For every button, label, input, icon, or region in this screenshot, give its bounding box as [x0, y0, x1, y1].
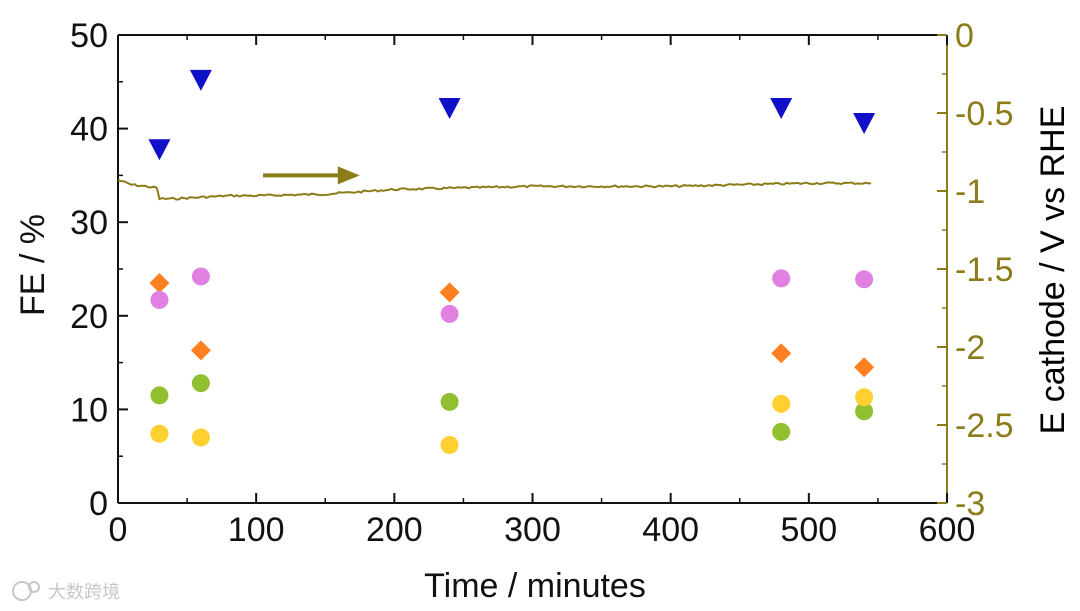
triangle-marker — [770, 98, 793, 120]
y2-tick-label: -3 — [955, 485, 985, 523]
circle-marker — [855, 388, 874, 407]
y2-axis-title: E cathode / V vs RHE — [1034, 106, 1072, 435]
y-tick-label: 30 — [70, 204, 108, 242]
circle-marker — [440, 392, 459, 411]
diamond-marker — [149, 273, 170, 294]
circle-marker — [855, 402, 874, 421]
x-tick-label: 500 — [780, 511, 837, 549]
x-tick-label: 600 — [919, 511, 976, 549]
y-tick-label: 50 — [70, 17, 108, 55]
y-tick-label: 40 — [70, 111, 108, 149]
y2-tick-label: -2 — [955, 329, 985, 367]
circle-marker — [191, 267, 210, 286]
watermark-logo: 大数跨境 — [12, 581, 120, 603]
x-tick-label: 300 — [504, 511, 561, 549]
diamond-marker — [439, 282, 460, 303]
y-tick-label: 20 — [70, 298, 108, 336]
x-tick-label: 400 — [642, 511, 699, 549]
arrow-head — [337, 166, 360, 185]
potential-trace — [117, 179, 872, 201]
circle-marker — [150, 290, 169, 309]
y2-tick-label: -1.5 — [955, 251, 1014, 289]
plot-area — [117, 69, 876, 454]
triangle-marker — [853, 112, 876, 134]
y2-tick-label: -0.5 — [955, 95, 1014, 133]
y-tick-label: 10 — [70, 391, 108, 429]
circle-marker — [191, 428, 210, 447]
y2-tick-label: -1 — [955, 173, 985, 211]
x-tick-label: 0 — [109, 511, 128, 549]
circle-marker — [440, 435, 459, 454]
circle-marker — [191, 374, 210, 393]
diamond-marker — [854, 357, 875, 378]
tick-labels: 0 100 200 300 400 500 600 0 10 20 30 40 50 -3 -2.5 -2 -1… — [70, 17, 1013, 549]
triangle-marker — [438, 98, 461, 120]
circle-marker — [772, 422, 791, 441]
x-tick-label: 100 — [228, 511, 285, 549]
circle-marker — [772, 394, 791, 413]
circle-marker — [855, 270, 874, 289]
x-axis-title: Time / minutes — [424, 567, 646, 605]
diamond-marker — [771, 343, 792, 364]
y2-tick-label: -2.5 — [955, 407, 1014, 445]
diamond-marker — [190, 340, 211, 361]
triangle-marker — [148, 139, 171, 161]
circle-marker — [772, 269, 791, 288]
axes-group — [117, 34, 948, 504]
triangle-marker — [189, 69, 212, 91]
circle-marker — [150, 386, 169, 405]
y-tick-label: 0 — [89, 485, 108, 523]
watermark-text: 大数跨境 — [48, 582, 120, 603]
circle-marker — [150, 424, 169, 443]
x-tick-label: 200 — [366, 511, 423, 549]
y2-tick-label: 0 — [955, 17, 974, 55]
circle-marker — [440, 304, 459, 323]
y-axis-title: FE / % — [14, 214, 52, 316]
